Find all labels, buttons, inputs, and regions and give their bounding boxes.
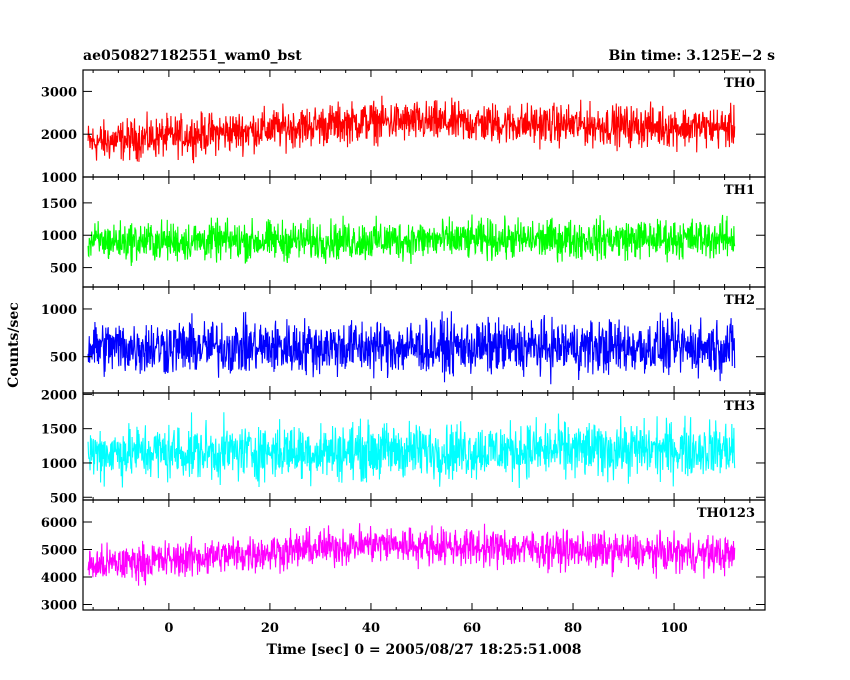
y-tick-label-th0-3000: 3000 bbox=[41, 85, 77, 100]
y-tick-label-th0123-4000: 4000 bbox=[41, 571, 77, 586]
series-th1-line bbox=[87, 214, 736, 266]
x-axis-label: Time [sec] 0 = 2005/08/27 18:25:51.008 bbox=[267, 642, 582, 658]
panel-label-th2: TH2 bbox=[724, 293, 755, 308]
y-axis-label: Counts/sec bbox=[6, 302, 22, 388]
panels-group: 100020003000TH050010001500TH15001000TH25… bbox=[41, 69, 766, 636]
x-tick-label-60: 60 bbox=[463, 621, 481, 636]
y-tick-label-th0123-3000: 3000 bbox=[41, 599, 77, 614]
panel-label-th0123: TH0123 bbox=[697, 506, 755, 521]
series-th3-line bbox=[87, 412, 736, 489]
y-tick-label-th1-500: 500 bbox=[50, 262, 77, 277]
y-tick-label-th2-500: 500 bbox=[50, 351, 77, 366]
x-tick-label-100: 100 bbox=[660, 621, 687, 636]
y-tick-label-th3-1000: 1000 bbox=[41, 457, 77, 472]
y-tick-label-th3-2000: 2000 bbox=[41, 388, 77, 403]
panel-th0123-frame bbox=[82, 499, 766, 611]
y-tick-label-th2-1000: 1000 bbox=[41, 303, 77, 318]
x-tick-label-40: 40 bbox=[362, 621, 380, 636]
y-tick-label-th0-2000: 2000 bbox=[41, 128, 77, 143]
x-tick-label-80: 80 bbox=[564, 621, 582, 636]
panel-label-th0: TH0 bbox=[724, 76, 755, 91]
x-tick-label-0: 0 bbox=[164, 621, 173, 636]
y-tick-label-th3-1500: 1500 bbox=[41, 423, 77, 438]
y-tick-label-th3-500: 500 bbox=[50, 491, 77, 506]
series-th0-line bbox=[87, 95, 736, 164]
y-tick-label-th0123-5000: 5000 bbox=[41, 544, 77, 559]
x-tick-label-20: 20 bbox=[261, 621, 279, 636]
y-tick-label-th0-1000: 1000 bbox=[41, 171, 77, 186]
series-th2-line bbox=[87, 311, 736, 385]
chart-title: ae050827182551_wam0_bst bbox=[83, 48, 302, 64]
panel-label-th1: TH1 bbox=[724, 183, 755, 198]
y-tick-label-th1-1000: 1000 bbox=[41, 229, 77, 244]
y-tick-label-th1-1500: 1500 bbox=[41, 197, 77, 212]
panel-label-th3: TH3 bbox=[724, 399, 755, 414]
bin-time-label: Bin time: 3.125E−2 s bbox=[609, 48, 776, 64]
y-tick-label-th0123-6000: 6000 bbox=[41, 516, 77, 531]
series-th0123-line bbox=[87, 523, 736, 586]
